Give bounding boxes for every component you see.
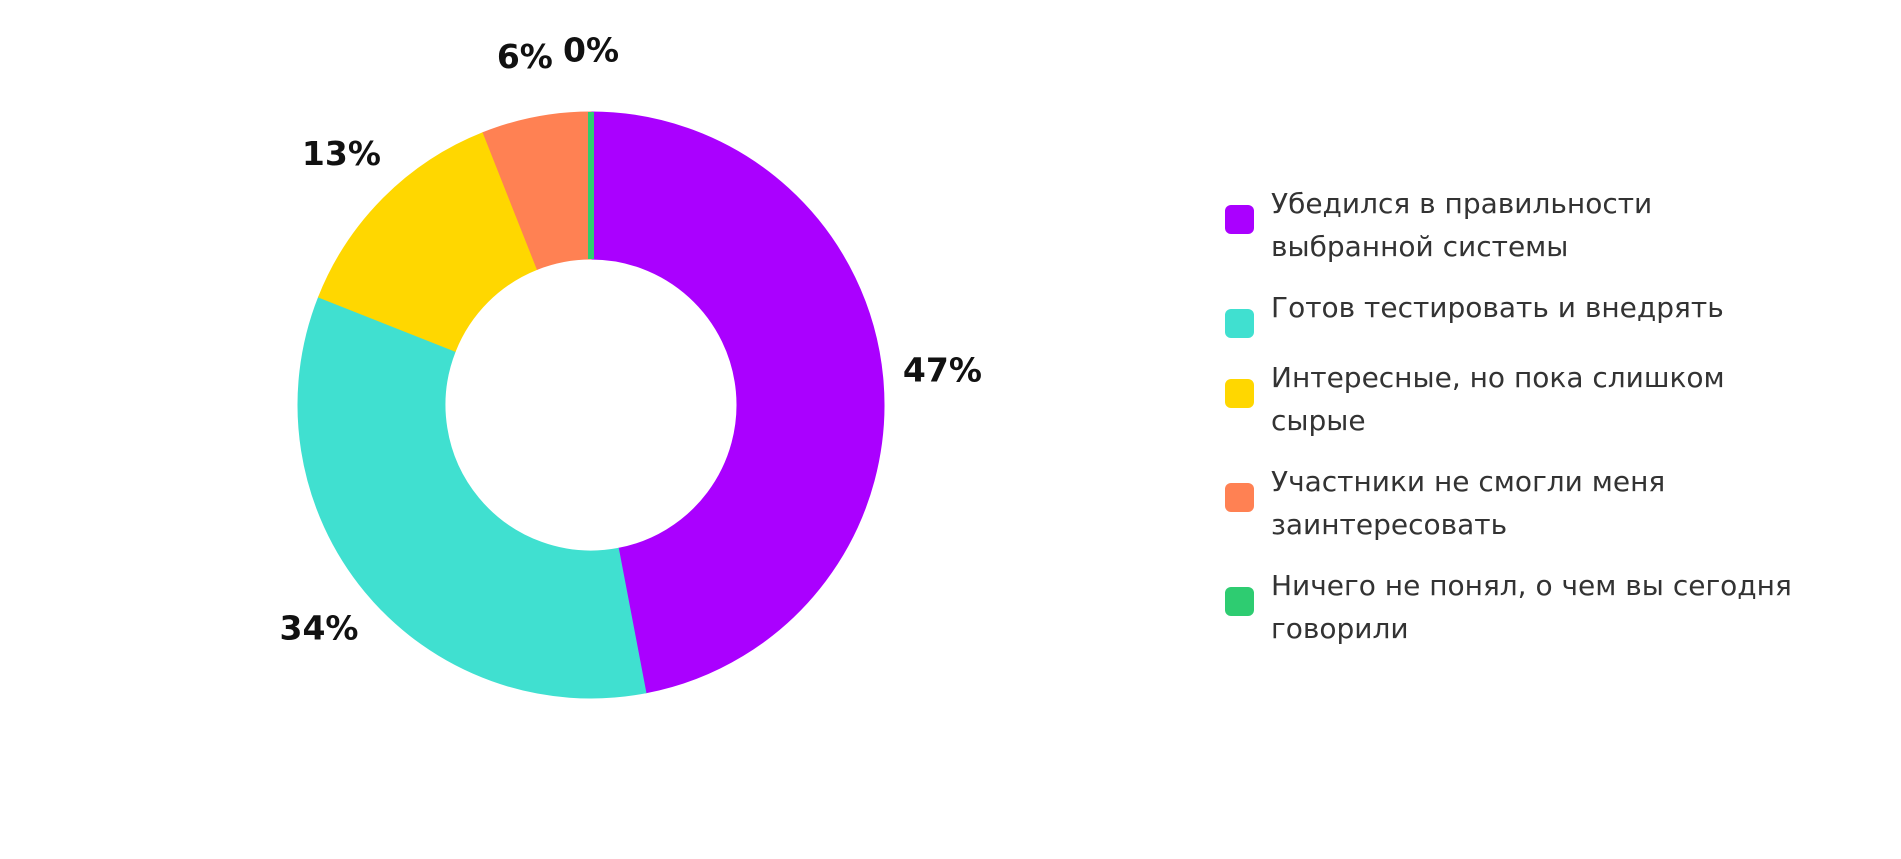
- data-label: 13%: [302, 134, 381, 173]
- legend-item: Готов тестировать и внедрять: [1225, 286, 1825, 338]
- legend-label: Готов тестировать и внедрять: [1271, 291, 1724, 324]
- legend-label: Ничего не понял, о чем вы сегодня говори…: [1271, 569, 1792, 645]
- legend: Убедился в правильности выбранной систем…: [1225, 182, 1825, 668]
- data-label: 0%: [563, 31, 619, 70]
- legend-item: Убедился в правильности выбранной систем…: [1225, 182, 1825, 268]
- legend-swatch: [1225, 587, 1254, 616]
- data-label: 47%: [903, 350, 982, 389]
- legend-label: Участники не смогли меня заинтересовать: [1271, 465, 1666, 541]
- legend-swatch: [1225, 205, 1254, 234]
- legend-item: Интересные, но пока слишком сырые: [1225, 356, 1825, 442]
- data-label: 6%: [497, 37, 553, 76]
- slice: [297, 296, 647, 699]
- legend-label: Интересные, но пока слишком сырые: [1271, 361, 1725, 437]
- data-label: 34%: [280, 609, 359, 648]
- legend-swatch: [1225, 309, 1254, 338]
- legend-swatch: [1225, 379, 1254, 408]
- slice: [590, 111, 885, 694]
- legend-item: Участники не смогли меня заинтересовать: [1225, 460, 1825, 546]
- slice: [317, 131, 538, 352]
- legend-swatch: [1225, 483, 1254, 512]
- legend-item: Ничего не понял, о чем вы сегодня говори…: [1225, 564, 1825, 650]
- legend-label: Убедился в правильности выбранной систем…: [1271, 187, 1653, 263]
